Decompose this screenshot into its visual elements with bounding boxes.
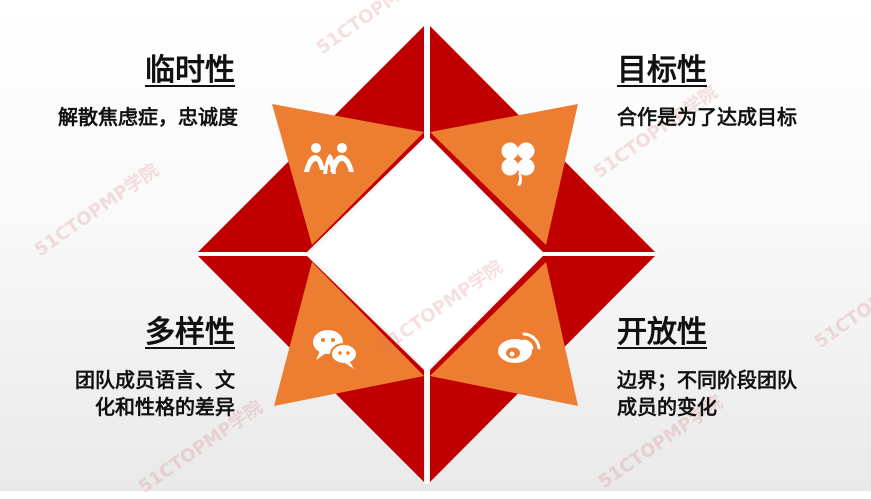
orange-petal-top-right bbox=[430, 104, 578, 245]
orange-petal-bottom-right bbox=[430, 262, 578, 406]
title-openness: 开放性 bbox=[617, 316, 707, 349]
desc-openness: 边界；不同阶段团队 成员的变化 bbox=[617, 368, 797, 422]
desc-goal-oriented: 合作是为了达成目标 bbox=[617, 105, 797, 132]
title-temporary: 临时性 bbox=[145, 54, 235, 87]
desc-diversity: 团队成员语言、文 化和性格的差异 bbox=[75, 368, 235, 422]
title-goal-oriented: 目标性 bbox=[617, 54, 707, 87]
desc-goal-oriented-line1: 合作是为了达成目标 bbox=[617, 107, 797, 129]
clover-icon bbox=[501, 142, 535, 186]
desc-diversity-line1: 团队成员语言、文 bbox=[75, 370, 235, 392]
people-icon bbox=[304, 143, 354, 174]
desc-temporary-line1: 解散焦虑症，忠诚度 bbox=[58, 107, 238, 129]
desc-openness-line1: 边界；不同阶段团队 bbox=[617, 370, 797, 392]
desc-openness-line2: 成员的变化 bbox=[617, 397, 717, 419]
center-diamond bbox=[311, 138, 543, 370]
weibo-icon bbox=[498, 332, 541, 363]
desc-diversity-line2: 化和性格的差异 bbox=[95, 397, 235, 419]
title-diversity: 多样性 bbox=[145, 316, 235, 349]
orange-petal-bottom-left bbox=[274, 262, 424, 406]
chat-bubbles-icon bbox=[313, 330, 358, 369]
desc-temporary: 解散焦虑症，忠诚度 bbox=[58, 105, 238, 132]
orange-petal-top-left bbox=[272, 104, 424, 245]
